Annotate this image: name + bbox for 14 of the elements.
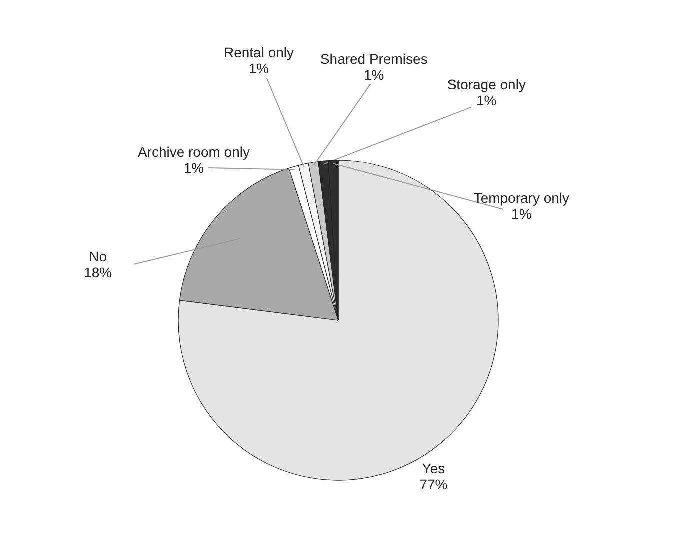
data-label: 1% xyxy=(476,92,497,108)
data-label: 1% xyxy=(184,160,204,176)
slice-label: Archive room only xyxy=(138,144,250,160)
slice-label: Shared Premises xyxy=(320,50,428,67)
slice-label: Temporary only xyxy=(474,190,570,206)
data-label: 1% xyxy=(248,60,270,76)
slice-label: Storage only xyxy=(447,76,526,92)
slice-label: No xyxy=(89,248,108,264)
data-label: 1% xyxy=(512,206,532,222)
data-label: 77% xyxy=(420,476,448,493)
slice-label: Rental only xyxy=(224,44,294,60)
data-label: 18% xyxy=(84,264,112,280)
slice-label: Yes xyxy=(422,460,446,477)
data-label: 1% xyxy=(364,66,384,83)
